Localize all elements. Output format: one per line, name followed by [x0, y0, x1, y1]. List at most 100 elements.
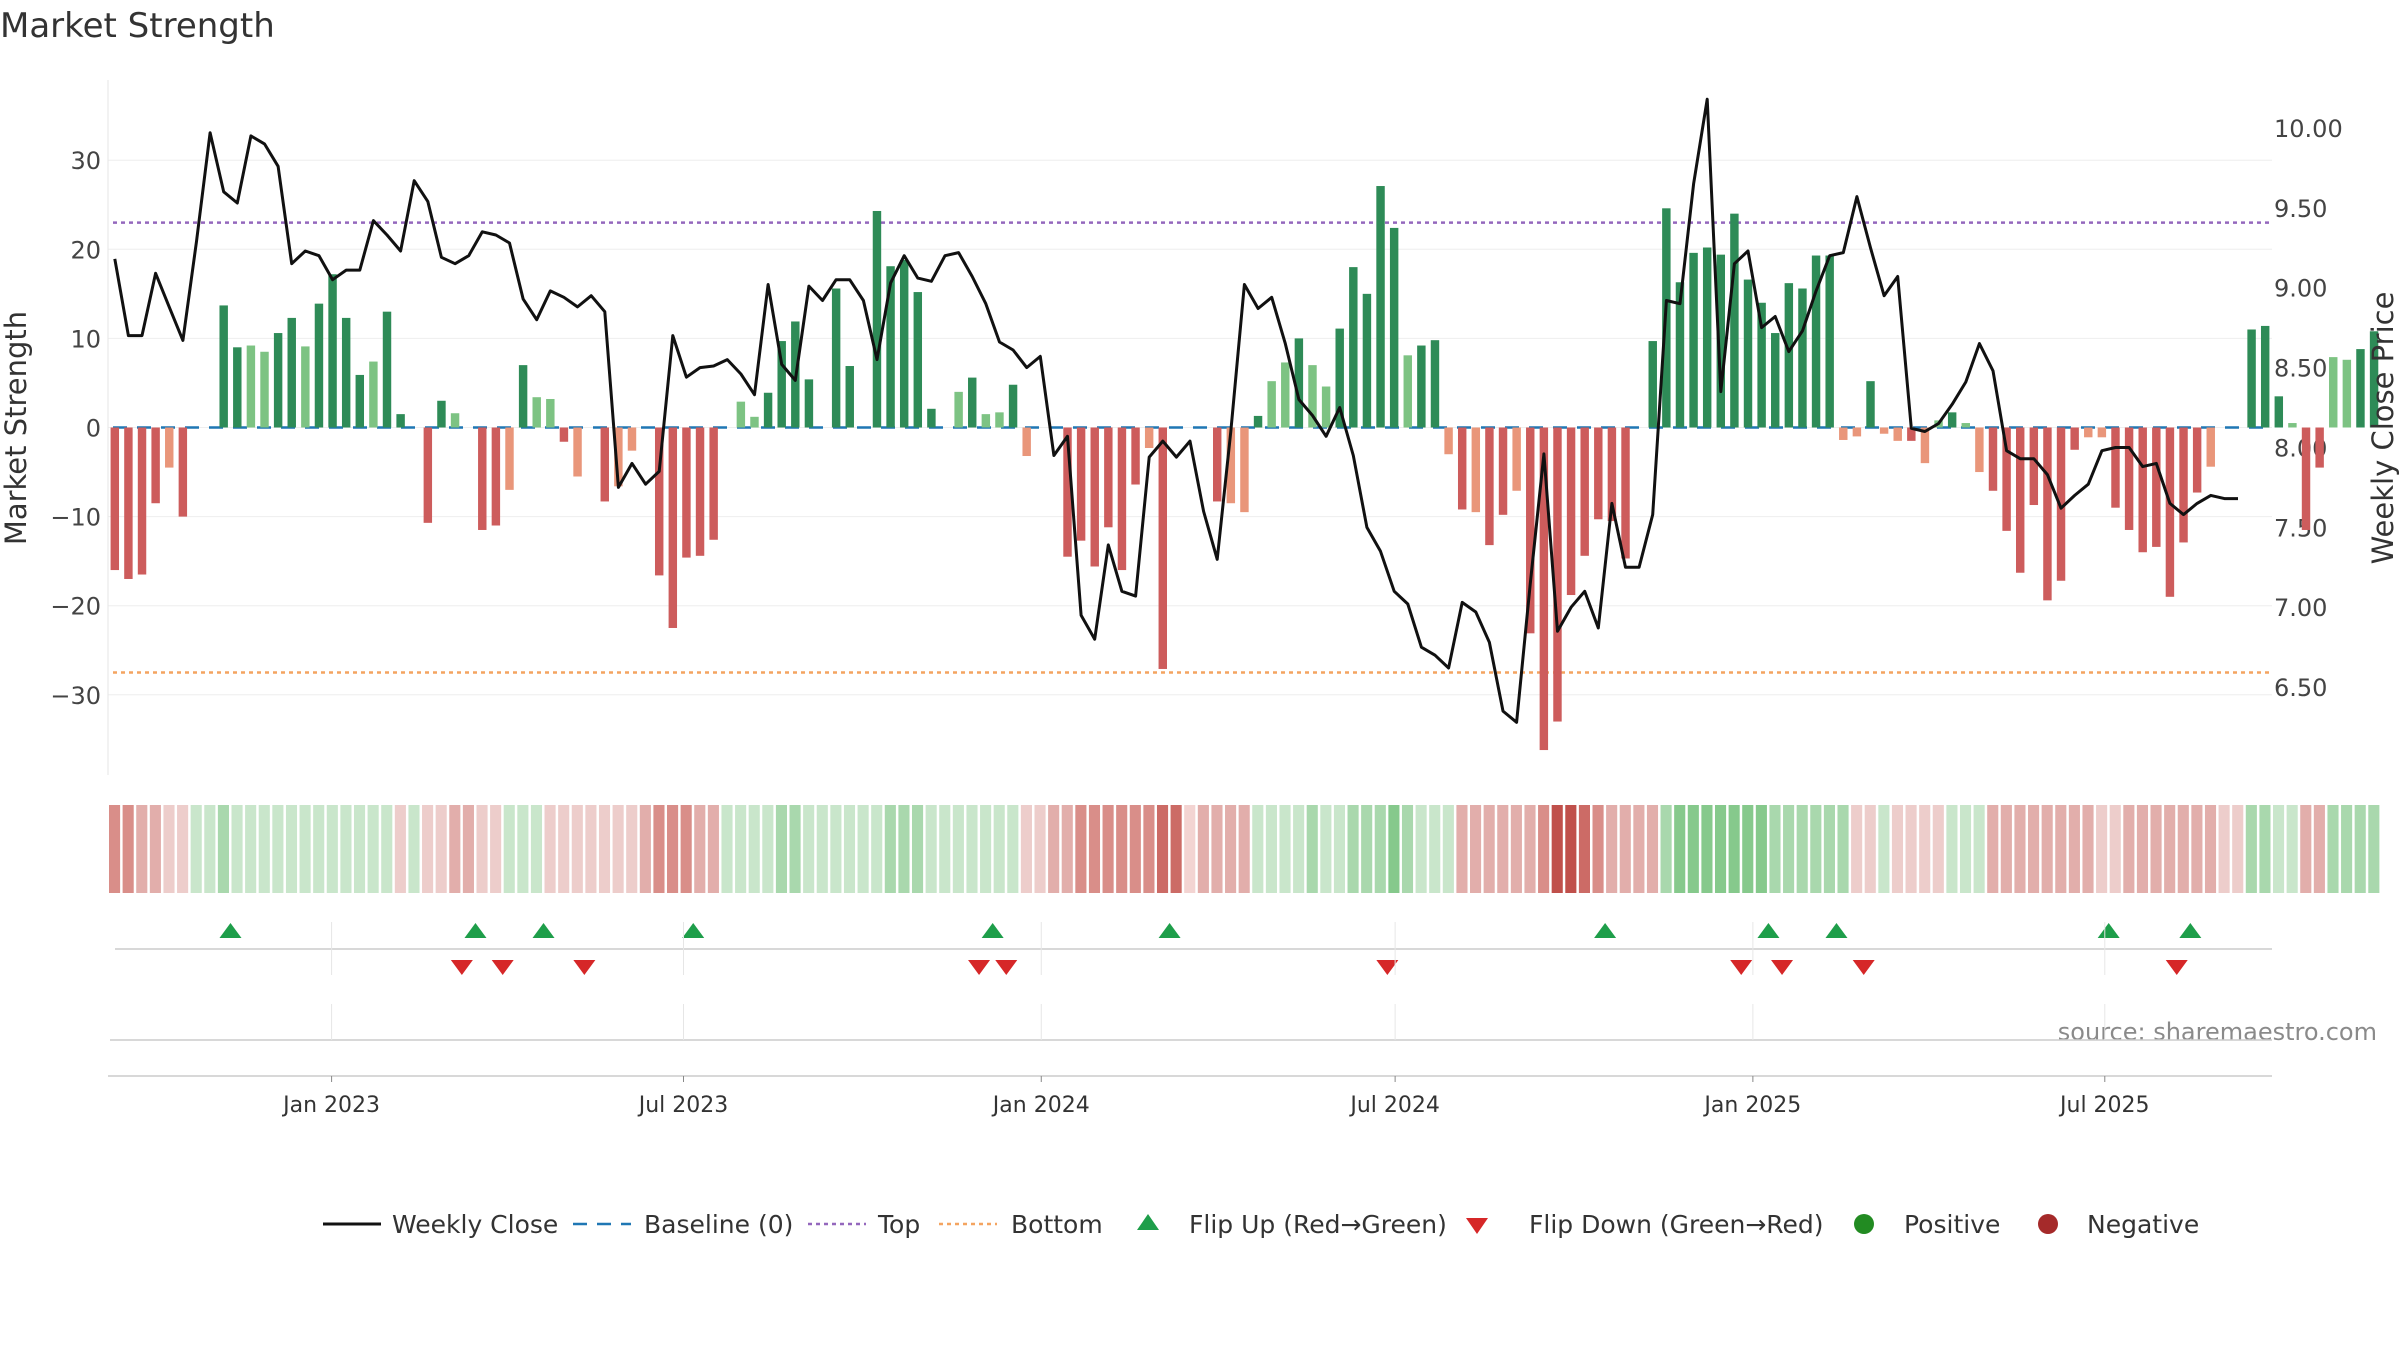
strength-bar: [165, 427, 174, 468]
strength-bar: [1226, 427, 1236, 504]
strip-cell: [1225, 805, 1237, 893]
strip-cell: [1606, 805, 1618, 893]
strip-cell: [544, 805, 556, 893]
strength-bar: [1485, 427, 1494, 546]
flip-down-marker: [1730, 960, 1753, 975]
strip-cell: [1238, 805, 1250, 893]
strength-bar: [1022, 427, 1031, 457]
strip-cell: [435, 805, 447, 893]
strip-cell: [966, 805, 978, 893]
x-tick-label: Jan 2023: [281, 1093, 380, 1118]
strength-bar: [260, 351, 269, 428]
strip-cell: [1293, 805, 1305, 893]
strength-bar: [804, 379, 814, 428]
strength-bar: [1594, 427, 1603, 520]
strip-cell: [149, 805, 161, 893]
strength-bar: [369, 361, 378, 428]
strength-bar: [1417, 345, 1426, 428]
legend-flip-down-icon: [1466, 1218, 1488, 1234]
strength-bar: [328, 274, 337, 428]
strip-cell: [408, 805, 420, 893]
strip-cell: [843, 805, 856, 893]
strip-cell: [585, 805, 597, 893]
strip-cell: [1143, 805, 1155, 893]
strength-bar: [2029, 427, 2039, 506]
strength-bar: [1294, 338, 1304, 428]
flip-down-marker: [1852, 960, 1875, 975]
strip-cell: [816, 805, 828, 893]
strength-bar: [831, 288, 841, 428]
strip-cell: [530, 805, 543, 893]
strip-cell: [1048, 805, 1060, 893]
strip-cell: [2232, 805, 2244, 893]
strength-bar: [2192, 427, 2202, 493]
strength-bar: [287, 317, 296, 428]
strip-cell: [1401, 805, 1414, 893]
chart-title: Market Strength: [0, 6, 275, 46]
strip-cell: [1306, 805, 1318, 893]
strip-cell: [1470, 805, 1482, 893]
strength-bar: [2342, 359, 2352, 428]
strip-cell: [2313, 805, 2325, 893]
flip-down-marker: [2165, 960, 2188, 975]
strength-bar: [559, 427, 569, 442]
strip-cell: [2041, 805, 2053, 893]
strip-cell: [1211, 805, 1223, 893]
strength-bar: [1063, 427, 1072, 557]
strength-bar: [614, 427, 623, 487]
strip-cell: [204, 805, 216, 893]
left-tick-label: 30: [70, 147, 101, 175]
strip-cell: [1742, 805, 1754, 893]
strength-bar: [845, 366, 854, 428]
strength-bar: [1811, 255, 1821, 428]
strip-cell: [2096, 805, 2108, 893]
strip-cell: [2341, 805, 2353, 893]
strip-cell: [177, 805, 189, 893]
strength-bar: [233, 347, 242, 428]
left-tick-label: −20: [50, 593, 101, 621]
strength-bar: [2301, 427, 2311, 530]
legend-positive-icon: [1854, 1214, 1874, 1234]
strength-bar: [2070, 427, 2079, 450]
strength-bar: [1539, 427, 1549, 751]
strength-bar: [1947, 412, 1957, 428]
grid: [108, 159, 2272, 696]
legend-label: Bottom: [1011, 1210, 1103, 1239]
strength-bar: [2247, 329, 2256, 428]
strip-cell: [1578, 805, 1590, 893]
strip-cell: [1497, 805, 1509, 893]
strength-bar: [450, 413, 460, 428]
strength-bar: [2152, 427, 2161, 547]
strip-cell: [272, 805, 284, 893]
strip-cell: [993, 805, 1005, 893]
strength-bar: [178, 427, 188, 517]
strip-cell: [980, 805, 992, 893]
strip-cell: [1619, 805, 1631, 893]
legend-label: Top: [877, 1210, 920, 1239]
strip-cell: [1034, 805, 1046, 893]
strip-cell: [1347, 805, 1359, 893]
strip-cell: [517, 805, 529, 893]
strength-bar: [137, 427, 147, 575]
strength-bar: [913, 292, 923, 428]
strip-cell: [1483, 805, 1495, 893]
strip-cell: [1456, 805, 1468, 893]
strip-cell: [1361, 805, 1373, 893]
flip-up-marker: [1825, 923, 1848, 938]
strip-cell: [245, 805, 257, 893]
strength-bar: [2356, 349, 2365, 428]
flip-down-marker: [573, 960, 596, 975]
strength-bar: [777, 341, 786, 428]
strength-bar: [1839, 427, 1848, 440]
strength-bar: [1281, 362, 1290, 428]
strength-bar: [886, 266, 895, 428]
strip-cell: [1116, 805, 1128, 893]
strength-bar: [1825, 255, 1834, 428]
strip-cell: [1102, 805, 1114, 893]
strength-bar: [2124, 427, 2134, 530]
strength-bar: [1362, 293, 1372, 428]
strength-bar: [518, 365, 528, 428]
strength-bar: [1471, 427, 1481, 513]
strength-bar: [1213, 427, 1222, 502]
